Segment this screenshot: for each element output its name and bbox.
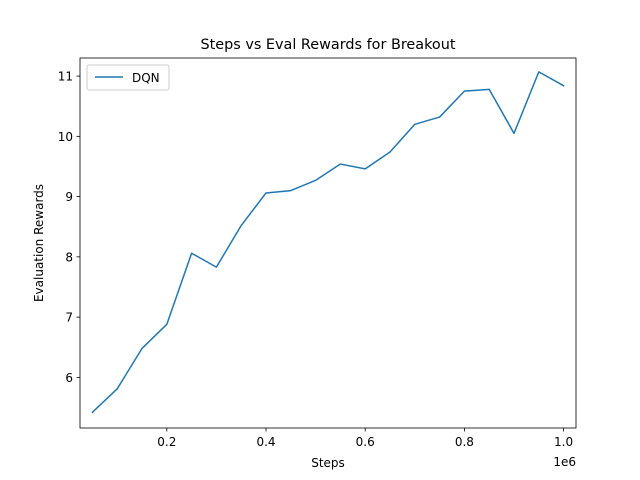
series-line-dqn xyxy=(91,71,565,414)
chart-title: Steps vs Eval Rewards for Breakout xyxy=(201,37,456,53)
x-axis-label: Steps xyxy=(311,456,345,470)
y-tick-label: 7 xyxy=(65,311,73,325)
y-tick-label: 9 xyxy=(65,190,73,204)
axes-frame xyxy=(79,57,577,429)
y-axis-label: Evaluation Rewards xyxy=(32,184,46,302)
x-tick-label: 1.0 xyxy=(554,435,573,449)
x-tick-label: 0.4 xyxy=(256,435,275,449)
x-tick-label: 0.8 xyxy=(455,435,474,449)
x-tick-label: 0.2 xyxy=(157,435,176,449)
legend-box xyxy=(86,64,170,91)
y-tick-label: 8 xyxy=(65,250,73,264)
legend-label-dqn: DQN xyxy=(132,71,160,85)
y-tick-label: 10 xyxy=(58,130,73,144)
plot-area xyxy=(91,71,565,414)
x-axis-offset-label: 1e6 xyxy=(553,455,576,469)
y-tick-label: 11 xyxy=(58,70,73,84)
x-tick-label: 0.6 xyxy=(356,435,375,449)
y-axis-ticks: 6 7 8 9 10 11 xyxy=(58,70,80,385)
legend: DQN xyxy=(86,64,170,91)
y-tick-label: 6 xyxy=(65,371,73,385)
x-axis-ticks: 0.2 0.4 0.6 0.8 1.0 xyxy=(157,428,573,449)
